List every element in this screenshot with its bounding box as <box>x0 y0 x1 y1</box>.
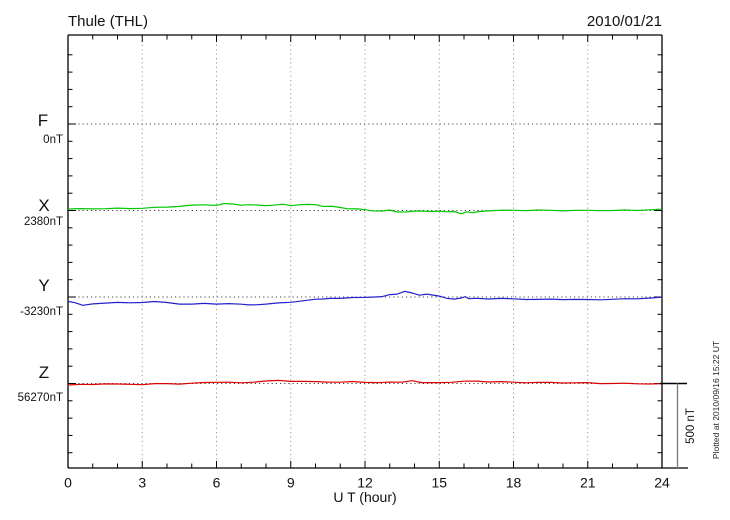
data-traces <box>67 202 663 386</box>
station-title: Thule (THL) <box>68 13 148 30</box>
x-tick-label: 9 <box>287 475 295 491</box>
plot-date: 2010/01/21 <box>587 13 662 30</box>
trace-z <box>67 379 663 386</box>
trace-x <box>67 202 663 215</box>
x-axis-title: U T (hour) <box>333 489 396 505</box>
x-tick-label: 15 <box>431 475 447 491</box>
baseline-grid-lines <box>70 123 662 384</box>
axis-ticks <box>67 35 663 468</box>
x-tick-label: 18 <box>506 475 522 491</box>
plot-border <box>67 34 688 469</box>
series-label-x: X <box>38 196 49 215</box>
x-tick-label: 21 <box>580 475 596 491</box>
x-tick-label: 24 <box>654 475 670 491</box>
x-axis-tick-labels: 0 3 6 9 12 15 18 21 24 <box>64 475 670 491</box>
x-tick-label: 6 <box>213 475 221 491</box>
vertical-grid-lines <box>141 36 589 467</box>
series-label-z: Z <box>39 363 49 382</box>
scale-bar <box>660 382 687 468</box>
series-baseline-value-z: 56270nT <box>18 392 63 404</box>
plotted-at-note: Plotted at 2010/09/16 15:22 UT <box>711 341 721 459</box>
series-label-y: Y <box>38 276 49 295</box>
trace-y <box>67 290 663 306</box>
x-tick-label: 12 <box>357 475 373 491</box>
scale-bar-label: 500 nT <box>685 408 697 444</box>
series-baseline-value-x: 2380nT <box>24 216 63 228</box>
x-tick-label: 3 <box>138 475 146 491</box>
series-baseline-value-f: 0nT <box>43 134 63 146</box>
series-baseline-value-y: -3230nT <box>20 306 63 318</box>
x-tick-label: 0 <box>64 475 72 491</box>
series-label-f: F <box>38 111 48 130</box>
